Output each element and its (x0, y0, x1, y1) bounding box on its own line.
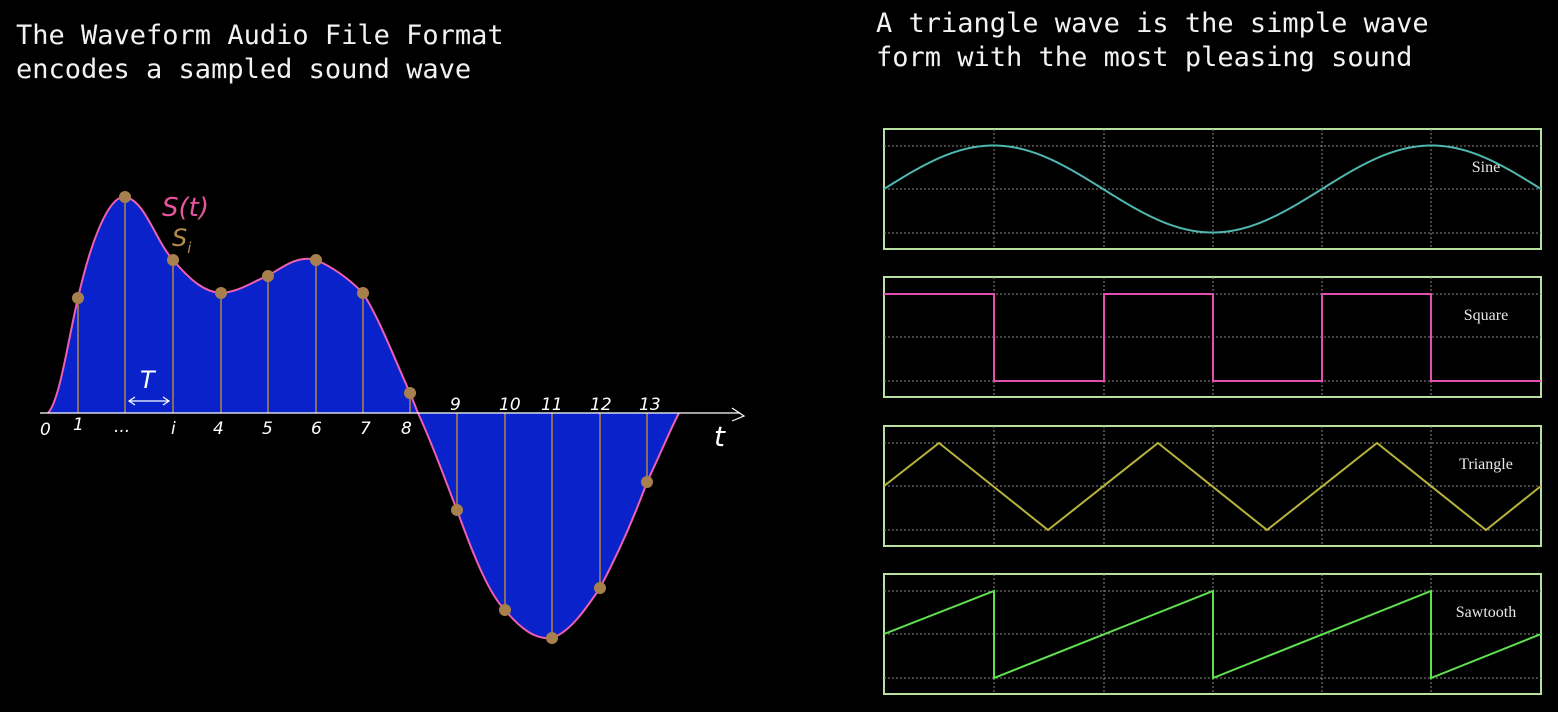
sample-point (357, 287, 369, 299)
tick-label: 6 (311, 419, 322, 439)
sample-point (72, 292, 84, 304)
sample-point (215, 287, 227, 299)
tick-label: ... (114, 417, 130, 437)
tick-label: 11 (541, 395, 563, 415)
waveform-panel-square: Square (883, 276, 1542, 398)
tick-label: 0 (40, 420, 51, 440)
sample-point (167, 254, 179, 266)
waveform-panel-sawtooth: Sawtooth (883, 573, 1542, 695)
tick-label: 9 (450, 395, 461, 415)
sample-point (546, 632, 558, 644)
period-label: T (140, 366, 157, 394)
waveform-curve-square (884, 293, 1541, 382)
time-axis (40, 407, 746, 422)
sample-label: Si (172, 224, 192, 257)
waveform-label: Sawtooth (1456, 604, 1516, 621)
tick-labels: 0 1 ... i 4 5 6 7 8 9 10 11 12 13 (40, 395, 661, 440)
sample-stems (77, 197, 648, 638)
sample-point (499, 604, 511, 616)
sample-point (641, 476, 653, 488)
left-caption: The Waveform Audio File Format encodes a… (16, 20, 504, 85)
sample-point (451, 504, 463, 516)
signal-label: S(t) (162, 193, 209, 223)
sample-label-subscript: i (187, 239, 192, 257)
waveform-panels: Sine Square Triangle Sawtooth (883, 128, 1542, 695)
right-caption: A triangle wave is the simple wave form … (876, 8, 1429, 73)
time-axis-label: t (714, 420, 726, 453)
sample-point (404, 387, 416, 399)
tick-label: 10 (499, 395, 521, 415)
sample-label-main: S (172, 224, 187, 252)
waveform-label: Triangle (1459, 456, 1513, 473)
sample-point (119, 191, 131, 203)
tick-label: 8 (401, 419, 412, 439)
tick-label: 12 (590, 395, 612, 415)
waveform-panel-triangle: Triangle (883, 425, 1542, 547)
tick-label: 1 (73, 415, 84, 435)
waveform-panel-sine: Sine (883, 128, 1542, 250)
period-arrow (127, 396, 171, 406)
waveform-curve-sawtooth (883, 589, 1542, 680)
tick-label: 13 (639, 395, 661, 415)
tick-label: 5 (262, 419, 273, 439)
signal-area (48, 196, 679, 639)
sampled-wave-diagram: S(t) Si T t 0 1 ... i 4 5 6 7 8 9 10 11 … (40, 191, 746, 644)
sample-point (262, 270, 274, 282)
waveform-label: Square (1464, 307, 1508, 324)
waveform-label: Sine (1472, 159, 1500, 176)
sample-points (72, 191, 653, 644)
sample-point (594, 582, 606, 594)
waveform-curve-sine (883, 144, 1542, 234)
sample-point (310, 254, 322, 266)
tick-label: 4 (213, 419, 224, 439)
tick-label: i (171, 419, 176, 439)
waveform-curve-triangle (883, 441, 1542, 532)
tick-label: 7 (360, 419, 371, 439)
